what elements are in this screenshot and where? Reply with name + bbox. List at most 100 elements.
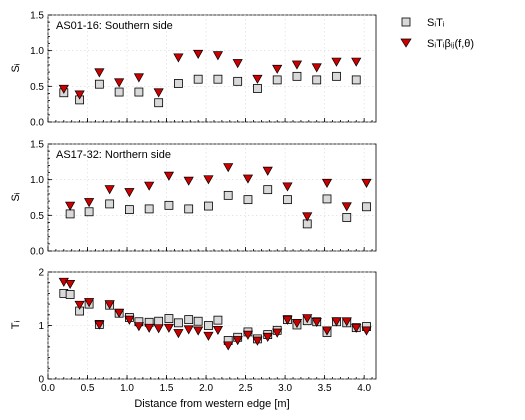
square-marker-t-factor xyxy=(204,321,213,330)
triangle-marker-t-factor xyxy=(341,317,352,327)
triangle-marker-southern xyxy=(291,60,303,70)
square-marker-northern xyxy=(125,205,134,215)
y-tick-label: 1.5 xyxy=(30,140,44,151)
triangle-marker-t-factor xyxy=(262,332,273,342)
triangle-marker-t-factor xyxy=(94,320,105,330)
triangle-marker-t-factor xyxy=(361,326,372,336)
triangle-marker-southern xyxy=(272,64,283,74)
legend: SᵢTᵢ SᵢTᵢβᵢⱼ(f,θ) xyxy=(400,17,474,50)
triangle-marker-t-factor xyxy=(282,315,293,325)
square-marker-northern xyxy=(322,194,332,204)
triangle-marker-northern xyxy=(104,185,115,195)
square-marker-southern xyxy=(351,75,361,85)
x-axis-title: Distance from western edge [m] xyxy=(134,398,289,410)
triangle-marker-t-factor xyxy=(203,331,214,341)
square-marker-southern xyxy=(174,79,183,88)
triangle-marker-t-factor xyxy=(65,279,76,290)
square-marker-southern xyxy=(193,74,203,84)
triangle-marker-t-factor xyxy=(193,326,204,336)
y-tick-label: 1 xyxy=(38,321,44,332)
triangle-marker-t-factor xyxy=(84,298,95,308)
triangle-marker-t-factor xyxy=(242,330,254,340)
square-marker-northern xyxy=(243,195,253,205)
triangle-marker-t-factor xyxy=(321,326,333,336)
square-marker-t-factor xyxy=(184,315,194,325)
triangle-marker-northern xyxy=(341,202,352,212)
x-tick-label: 1.5 xyxy=(160,383,174,394)
panel-label-northern: AS17-32: Northern side xyxy=(56,149,171,161)
panel-northern-side: 0.0 0.5 1.0 1.5 AS17-32: Northern side Sᵢ xyxy=(10,140,377,258)
triangle-marker-southern xyxy=(114,78,125,88)
square-marker-southern xyxy=(154,98,164,108)
square-marker-northern xyxy=(283,195,292,205)
square-marker-northern xyxy=(223,190,233,200)
y-tick-label: 0 xyxy=(38,375,44,386)
triangle-marker-t-factor xyxy=(223,341,234,351)
square-marker-southern xyxy=(233,76,243,86)
triangle-marker-t-factor xyxy=(252,336,263,346)
triangle-marker-southern xyxy=(232,59,243,69)
triangle-marker-southern xyxy=(94,68,105,78)
triangle-marker-northern xyxy=(361,178,372,188)
triangle-marker-t-factor xyxy=(153,324,164,334)
y-tick-label: 0.5 xyxy=(30,82,44,93)
square-marker-southern xyxy=(213,74,223,84)
square-marker-northern xyxy=(362,202,371,212)
square-marker-t-factor xyxy=(174,318,183,328)
square-marker-t-factor xyxy=(65,290,75,299)
x-tick-label: 2.0 xyxy=(199,383,213,394)
square-marker-t-factor xyxy=(193,316,203,326)
y-tick-label: 0.0 xyxy=(30,247,44,258)
triangle-marker-northern xyxy=(144,181,155,191)
triangle-marker-t-factor xyxy=(302,314,313,324)
square-marker-northern xyxy=(204,201,213,211)
triangle-marker-t-factor xyxy=(183,325,194,335)
panel-t-factor: 0 1 2 0.0 0.5 1.0 1.5 2.0 2.5 3.0 3.5 4.0 Tᵢ xyxy=(10,268,377,394)
triangle-marker-southern xyxy=(311,63,322,73)
square-marker-southern xyxy=(312,75,322,85)
y-tick-label: 1.0 xyxy=(30,46,44,57)
square-marker-northern xyxy=(342,213,352,222)
triangle-marker-t-factor xyxy=(212,325,224,336)
square-marker-southern xyxy=(114,87,124,97)
triangle-marker-t-factor xyxy=(74,300,85,310)
y-axis-title-t-factor: Tᵢ xyxy=(10,321,22,330)
triangle-marker-t-factor xyxy=(104,300,115,310)
triangle-marker-southern xyxy=(153,88,164,98)
square-marker-southern xyxy=(332,71,341,81)
triangle-marker-southern xyxy=(173,53,184,63)
x-tick-label: 0.5 xyxy=(81,383,95,394)
x-tick-label: 0.0 xyxy=(41,383,55,394)
triangle-marker-northern xyxy=(321,178,333,188)
square-marker-t-factor xyxy=(154,316,164,326)
triangle-marker-southern xyxy=(58,84,69,94)
x-tick-label: 3.5 xyxy=(318,383,332,394)
triangle-marker-t-factor xyxy=(144,323,155,333)
x-tick-label: 4.0 xyxy=(357,383,371,394)
triangle-marker-northern xyxy=(84,198,95,208)
triangle-marker-southern xyxy=(133,73,144,83)
y-tick-label: 1.5 xyxy=(30,11,44,22)
triangle-marker-t-factor xyxy=(133,322,144,332)
square-marker-t-factor xyxy=(213,315,223,325)
triangle-marker-northern xyxy=(242,174,254,184)
legend-marker-triangle xyxy=(400,38,412,48)
square-marker-southern xyxy=(253,84,262,93)
x-tick-label: 3.0 xyxy=(278,383,292,394)
triangle-marker-northern xyxy=(163,171,175,181)
triangle-marker-northern xyxy=(65,201,76,211)
y-tick-label: 0.0 xyxy=(30,118,44,129)
square-marker-northern xyxy=(263,185,273,195)
triangle-marker-southern xyxy=(193,49,204,59)
triangle-marker-t-factor xyxy=(311,317,322,328)
square-marker-southern xyxy=(272,75,282,85)
x-tick-label: 2.5 xyxy=(239,383,253,394)
y-tick-label: 2 xyxy=(38,268,44,279)
triangle-marker-t-factor xyxy=(173,329,184,339)
triangle-marker-t-factor xyxy=(272,328,283,338)
triangle-marker-t-factor xyxy=(114,308,125,318)
panel-label-southern: AS01-16: Southern side xyxy=(56,20,173,32)
triangle-marker-t-factor xyxy=(291,319,303,329)
y-tick-label: 1.0 xyxy=(30,175,44,186)
triangle-marker-northern xyxy=(262,166,273,176)
